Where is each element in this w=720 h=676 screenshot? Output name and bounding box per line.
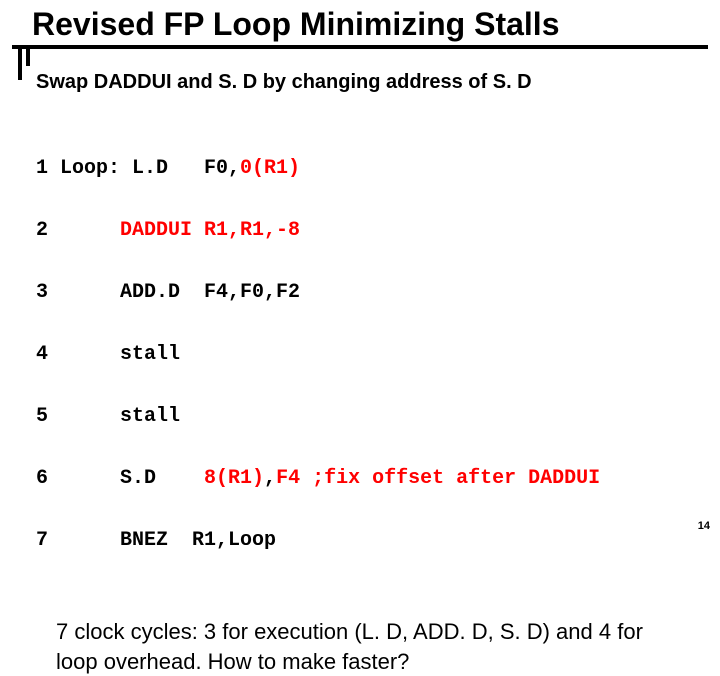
subtitle: Swap DADDUI and S. D by changing address… xyxy=(0,53,720,94)
code-line-1: 1 Loop: L.D F0,0(R1) xyxy=(36,153,720,184)
code-block: 1 Loop: L.D F0,0(R1) 2 DADDUI R1,R1,-8 3… xyxy=(0,94,720,587)
decor-line-2 xyxy=(26,48,30,66)
code-line-3: 3 ADD.D F4,F0,F2 xyxy=(36,277,720,308)
code-line-2: 2 DADDUI R1,R1,-8 xyxy=(36,215,720,246)
title-block: Revised FP Loop Minimizing Stalls xyxy=(0,0,720,53)
slide-title: Revised FP Loop Minimizing Stalls xyxy=(12,6,708,49)
code-line-5: 5 stall xyxy=(36,401,720,432)
page-number: 14 xyxy=(698,520,710,532)
summary-text: 7 clock cycles: 3 for execution (L. D, A… xyxy=(0,587,720,676)
code-line-6: 6 S.D 8(R1),F4 ;fix offset after DADDUI xyxy=(36,463,720,494)
code-line-4: 4 stall xyxy=(36,339,720,370)
decor-line-1 xyxy=(18,48,22,80)
code-line-7: 7 BNEZ R1,Loop xyxy=(36,525,720,556)
